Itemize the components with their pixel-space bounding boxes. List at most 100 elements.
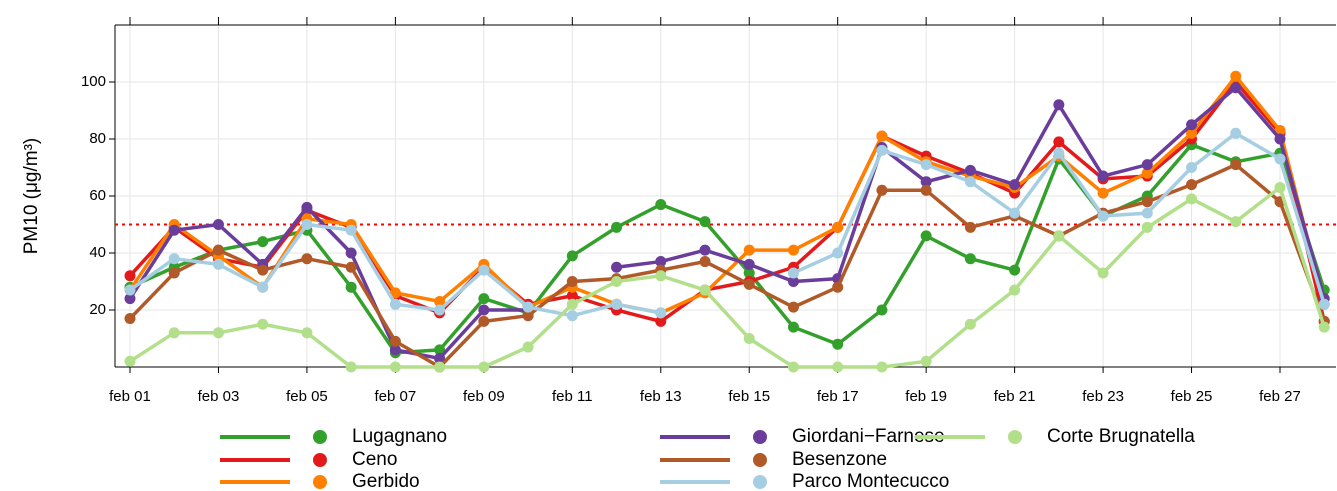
point: [832, 281, 844, 293]
series-line: [128, 80, 1326, 324]
x-tick-label: feb 17: [817, 388, 859, 405]
point: [168, 327, 180, 339]
point: [876, 130, 888, 142]
point: [832, 361, 844, 373]
point: [1009, 264, 1021, 276]
legend-label: Parco Montecucco: [792, 471, 949, 491]
point: [1230, 127, 1242, 139]
legend-marker: [313, 453, 327, 467]
point: [1053, 230, 1065, 242]
point: [1230, 82, 1242, 94]
point: [964, 253, 976, 265]
point: [1186, 127, 1198, 139]
point: [611, 298, 623, 310]
point: [832, 221, 844, 233]
point: [699, 256, 711, 268]
legend-marker: [753, 475, 767, 489]
legend-label: Giordani−Farnese: [792, 426, 945, 447]
x-tick-label: feb 25: [1171, 388, 1213, 405]
point: [345, 247, 357, 259]
y-tick-label: 80: [89, 130, 106, 147]
x-tick-label: feb 13: [640, 388, 682, 405]
point: [1097, 187, 1109, 199]
point: [1186, 119, 1198, 131]
y-axis-label: PM10 (μg/m³): [21, 138, 42, 255]
point: [389, 287, 401, 299]
point: [1318, 321, 1330, 333]
point: [743, 267, 755, 279]
point: [522, 301, 534, 313]
point: [1186, 162, 1198, 173]
point: [345, 224, 357, 236]
legend-marker: [1008, 430, 1022, 444]
point: [1097, 267, 1109, 279]
point: [832, 247, 844, 259]
point: [124, 270, 136, 282]
legend-marker: [313, 430, 327, 444]
point: [1274, 153, 1286, 165]
point: [743, 244, 755, 256]
point: [1053, 99, 1065, 111]
point: [964, 176, 976, 188]
x-tick-label: feb 05: [286, 388, 328, 405]
legend-label: Corte Brugnatella: [1047, 426, 1195, 447]
point: [964, 318, 976, 330]
y-tick-label: 20: [89, 301, 106, 318]
point: [212, 244, 224, 256]
point: [478, 361, 490, 373]
point: [1141, 196, 1153, 208]
x-tick-label: feb 15: [728, 388, 770, 405]
x-tick-label: feb 03: [198, 388, 240, 405]
x-tick-label: feb 27: [1259, 388, 1301, 405]
point: [920, 230, 932, 242]
point: [566, 250, 578, 262]
point: [1274, 133, 1286, 145]
point: [389, 298, 401, 310]
point: [1318, 298, 1330, 310]
x-tick-label: feb 09: [463, 388, 505, 405]
point: [787, 361, 799, 373]
point: [787, 267, 799, 279]
point: [345, 281, 357, 293]
point: [345, 261, 357, 273]
x-tick-label: feb 11: [552, 388, 593, 405]
point: [212, 219, 224, 230]
point: [257, 236, 269, 248]
point: [1274, 181, 1286, 193]
point: [478, 315, 490, 327]
point: [787, 301, 799, 313]
point: [1053, 136, 1065, 148]
point: [1009, 207, 1021, 219]
point: [920, 176, 932, 188]
point: [1230, 216, 1242, 228]
point: [434, 344, 446, 356]
point: [655, 270, 667, 282]
point: [478, 304, 490, 316]
point: [168, 224, 180, 236]
point: [124, 355, 136, 367]
legend-label: Besenzone: [792, 449, 887, 470]
point: [566, 310, 578, 322]
point: [655, 307, 667, 319]
point: [1141, 221, 1153, 233]
point: [301, 253, 313, 265]
point: [832, 338, 844, 350]
legend-label: Ceno: [352, 449, 397, 470]
point: [434, 352, 446, 364]
point: [787, 276, 799, 287]
point: [212, 258, 224, 270]
point: [787, 321, 799, 333]
point: [1186, 179, 1198, 191]
point: [389, 361, 401, 373]
point: [1230, 159, 1242, 171]
y-tick-label: 40: [89, 244, 106, 261]
point: [168, 253, 180, 265]
x-tick-label: feb 23: [1082, 388, 1124, 405]
point: [124, 284, 136, 296]
point: [345, 361, 357, 373]
point: [566, 298, 578, 310]
x-tick-label: feb 21: [994, 388, 1036, 405]
point: [1009, 179, 1021, 191]
y-tick-label: 100: [81, 73, 106, 90]
